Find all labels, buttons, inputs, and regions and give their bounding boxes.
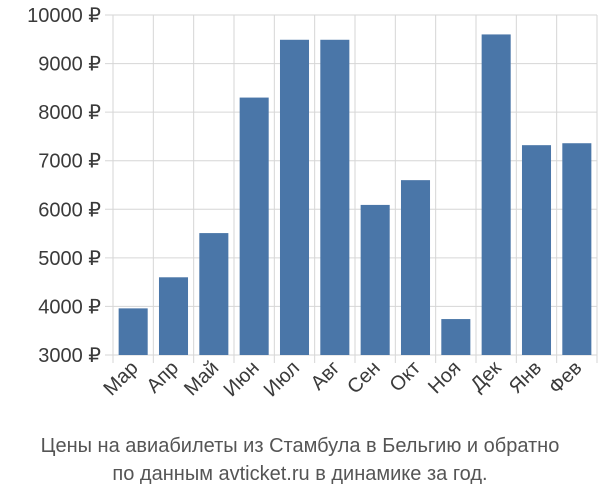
x-tick-label: Дек xyxy=(467,357,506,396)
y-tick-label: 10000 ₽ xyxy=(27,5,101,27)
x-tick-label: Окт xyxy=(386,357,425,396)
x-tick-label: Сен xyxy=(343,357,384,398)
bar-5 xyxy=(320,39,350,356)
y-tick-label: 4000 ₽ xyxy=(38,296,101,318)
gridlines xyxy=(105,14,598,363)
y-tick-label: 5000 ₽ xyxy=(38,248,101,270)
y-tick-label: 9000 ₽ xyxy=(38,54,101,76)
bar-chart: 3000 ₽ 4000 ₽ 5000 ₽ 6000 ₽ 7000 ₽ 8000 ₽ 9000… xyxy=(27,5,598,401)
x-tick-label: Янв xyxy=(505,357,546,398)
bar-8 xyxy=(441,319,471,355)
chart-caption: Цены на авиабилеты из Стамбула в Бельгию… xyxy=(0,432,600,488)
x-tick-label: Авг xyxy=(307,357,345,395)
bar-7 xyxy=(400,180,431,355)
y-tick-label: 3000 ₽ xyxy=(38,345,101,367)
x-tick-label: Апр xyxy=(143,357,184,398)
bar-0 xyxy=(118,308,148,355)
x-tick-label: Фев xyxy=(545,357,587,399)
y-axis-ticks: 3000 ₽ 4000 ₽ 5000 ₽ 6000 ₽ 7000 ₽ 8000 ₽ 9000… xyxy=(27,5,101,367)
x-tick-label: Июн xyxy=(220,357,264,401)
bar-1 xyxy=(158,277,189,355)
caption-line-2: по данным avticket.ru в динамике за год. xyxy=(112,463,488,485)
x-tick-label: Май xyxy=(180,357,223,400)
y-tick-label: 6000 ₽ xyxy=(38,199,101,221)
bar-2 xyxy=(199,233,229,355)
bars xyxy=(118,34,592,356)
x-tick-label: Июл xyxy=(260,357,304,401)
bar-3 xyxy=(239,97,269,356)
x-tick-label: Мар xyxy=(99,357,142,400)
y-tick-label: 8000 ₽ xyxy=(38,102,101,124)
bar-10 xyxy=(521,145,552,355)
bar-9 xyxy=(481,34,511,356)
y-tick-label: 7000 ₽ xyxy=(38,151,101,173)
x-tick-label: Ноя xyxy=(424,357,465,398)
bar-4 xyxy=(279,39,310,356)
bar-11 xyxy=(562,143,592,355)
bar-6 xyxy=(360,204,390,355)
caption-line-1: Цены на авиабилеты из Стамбула в Бельгию… xyxy=(40,435,560,457)
